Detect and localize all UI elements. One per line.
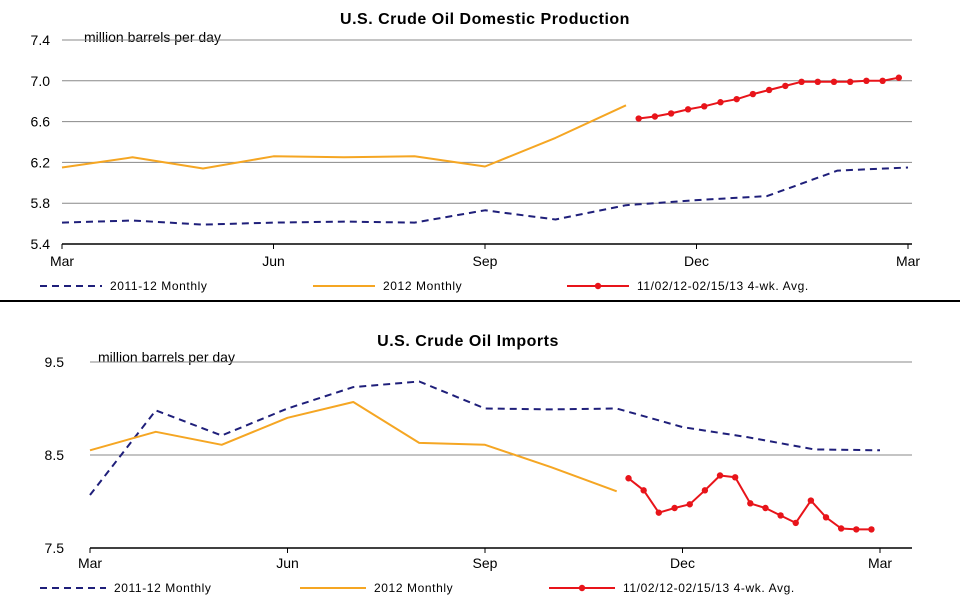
legend-marker <box>578 584 586 592</box>
x-tick-label: Jun <box>276 555 299 571</box>
data-point <box>667 110 675 117</box>
data-point <box>635 115 642 122</box>
x-tick-label: Mar <box>50 253 74 269</box>
legend-label-2: 11/02/12-02/15/13 4-wk. Avg. <box>623 581 795 595</box>
x-tick-label: Mar <box>896 253 920 269</box>
data-point <box>717 99 724 106</box>
chart-title: U.S. Crude Oil Domestic Production <box>340 11 630 28</box>
legend-label-0: 2011-12 Monthly <box>110 279 208 293</box>
data-point <box>863 77 870 85</box>
x-tick-label: Sep <box>473 253 498 269</box>
series-line-1 <box>89 401 618 493</box>
data-point <box>671 504 678 512</box>
data-point <box>747 500 754 507</box>
y-tick-label: 7.0 <box>31 73 51 89</box>
chart-panel-imports: U.S. Crude Oil Imports million barrels p… <box>0 322 960 615</box>
data-point <box>837 525 845 532</box>
data-point <box>640 487 647 494</box>
y-tick-label: 7.4 <box>31 32 51 48</box>
data-point <box>830 78 838 86</box>
x-tick-label: Sep <box>473 555 498 571</box>
series-line-0 <box>61 166 909 226</box>
series-line-1 <box>61 104 627 170</box>
panel-divider <box>0 300 960 304</box>
legend-label-0: 2011-12 Monthly <box>114 581 212 595</box>
data-point <box>655 509 662 516</box>
data-point <box>895 74 903 81</box>
chart-title: U.S. Crude Oil Imports <box>377 333 559 350</box>
data-point <box>879 77 886 85</box>
x-tick-label: Dec <box>670 555 695 571</box>
x-tick-label: Jun <box>262 253 285 269</box>
y-tick-label: 9.5 <box>45 354 65 370</box>
y-tick-label: 6.6 <box>31 114 51 130</box>
x-tick-label: Mar <box>868 555 892 571</box>
legend-label-2: 11/02/12-02/15/13 4-wk. Avg. <box>637 279 809 293</box>
series-line-0 <box>89 380 881 496</box>
data-point <box>853 526 860 533</box>
y-tick-label: 5.8 <box>31 195 51 211</box>
legend-label-1: 2012 Monthly <box>383 279 462 293</box>
imports-chart-svg: U.S. Crude Oil Imports million barrels p… <box>40 333 912 595</box>
data-point <box>777 512 784 519</box>
y-axis-unit-label: million barrels per day <box>98 349 235 365</box>
data-point <box>733 95 740 103</box>
data-point <box>807 497 815 504</box>
x-tick-label: Mar <box>78 555 102 571</box>
data-point <box>701 103 708 110</box>
y-tick-label: 5.4 <box>31 236 51 252</box>
data-point <box>686 501 693 508</box>
legend-marker <box>594 282 602 290</box>
data-point <box>625 475 632 482</box>
data-point <box>814 78 821 86</box>
data-point <box>798 78 805 86</box>
y-axis-unit-label: million barrels per day <box>84 29 221 45</box>
data-point <box>749 90 757 98</box>
series-line-2 <box>638 76 899 120</box>
data-point <box>822 514 830 521</box>
data-point <box>762 504 769 512</box>
data-point <box>868 526 875 533</box>
data-point <box>684 106 692 113</box>
y-tick-label: 8.5 <box>45 447 65 463</box>
y-tick-label: 6.2 <box>31 154 51 170</box>
production-chart-svg: U.S. Crude Oil Domestic Production milli… <box>31 11 921 293</box>
data-point <box>846 78 854 86</box>
data-point <box>651 113 659 120</box>
data-point <box>701 487 709 494</box>
chart-panel-production: U.S. Crude Oil Domestic Production milli… <box>0 0 960 300</box>
data-point <box>716 472 724 479</box>
legend-label-1: 2012 Monthly <box>374 581 453 595</box>
data-point <box>782 82 789 90</box>
data-point <box>792 519 799 527</box>
y-tick-label: 7.5 <box>45 540 65 556</box>
x-tick-label: Dec <box>684 253 709 269</box>
data-point <box>731 474 739 481</box>
data-point <box>765 86 773 94</box>
